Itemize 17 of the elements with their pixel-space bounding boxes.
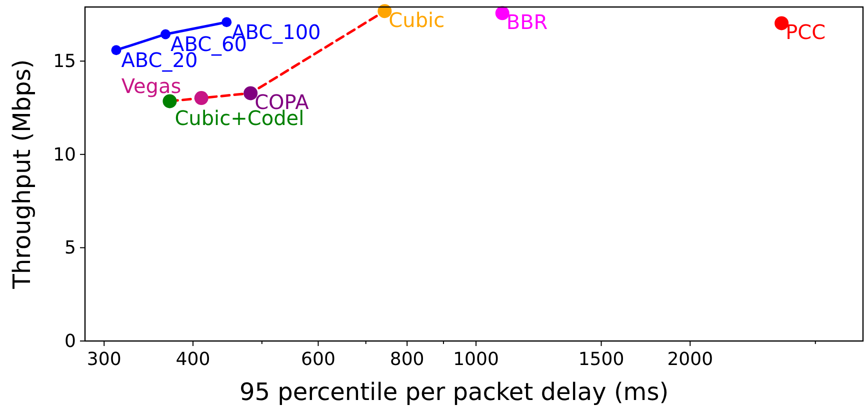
series-label: PCC [786,20,826,44]
series-label: Cubic [388,8,445,32]
y-tick-label: 0 [64,331,76,352]
x-tick-label: 400 [176,349,210,370]
x-tick-label: 300 [86,349,122,370]
y-axis-title: Throughput (Mbps) [8,59,36,290]
series-label: BBR [506,10,548,34]
x-tick-label: 600 [301,349,336,370]
x-tick-label: 1500 [578,349,624,370]
y-tick-label: 15 [53,51,76,72]
x-tick-label: 800 [390,349,424,370]
x-tick-label: 2000 [667,349,714,370]
y-tick-label: 10 [53,144,76,166]
series-label: Vegas [121,74,182,98]
x-axis-title: 95 percentile per packet delay (ms) [239,378,669,406]
y-tick-label: 5 [64,238,76,259]
x-tick-label: 1000 [453,349,499,370]
